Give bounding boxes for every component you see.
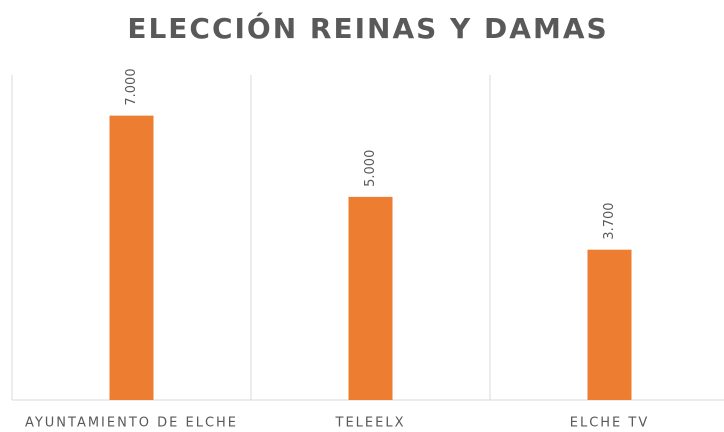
bar [348, 196, 393, 400]
data-label: 3.700 [602, 202, 617, 239]
bar [587, 249, 632, 400]
bar [109, 115, 154, 400]
data-label: 7.000 [124, 68, 139, 105]
x-tick-label: ELCHE TV [570, 416, 650, 431]
chart-title: ELECCIÓN REINAS Y DAMAS [127, 11, 608, 45]
x-tick-label: TELEELX [335, 416, 406, 431]
data-label: 5.000 [363, 150, 378, 187]
x-tick-label: AYUNTAMIENTO DE ELCHE [25, 416, 238, 431]
